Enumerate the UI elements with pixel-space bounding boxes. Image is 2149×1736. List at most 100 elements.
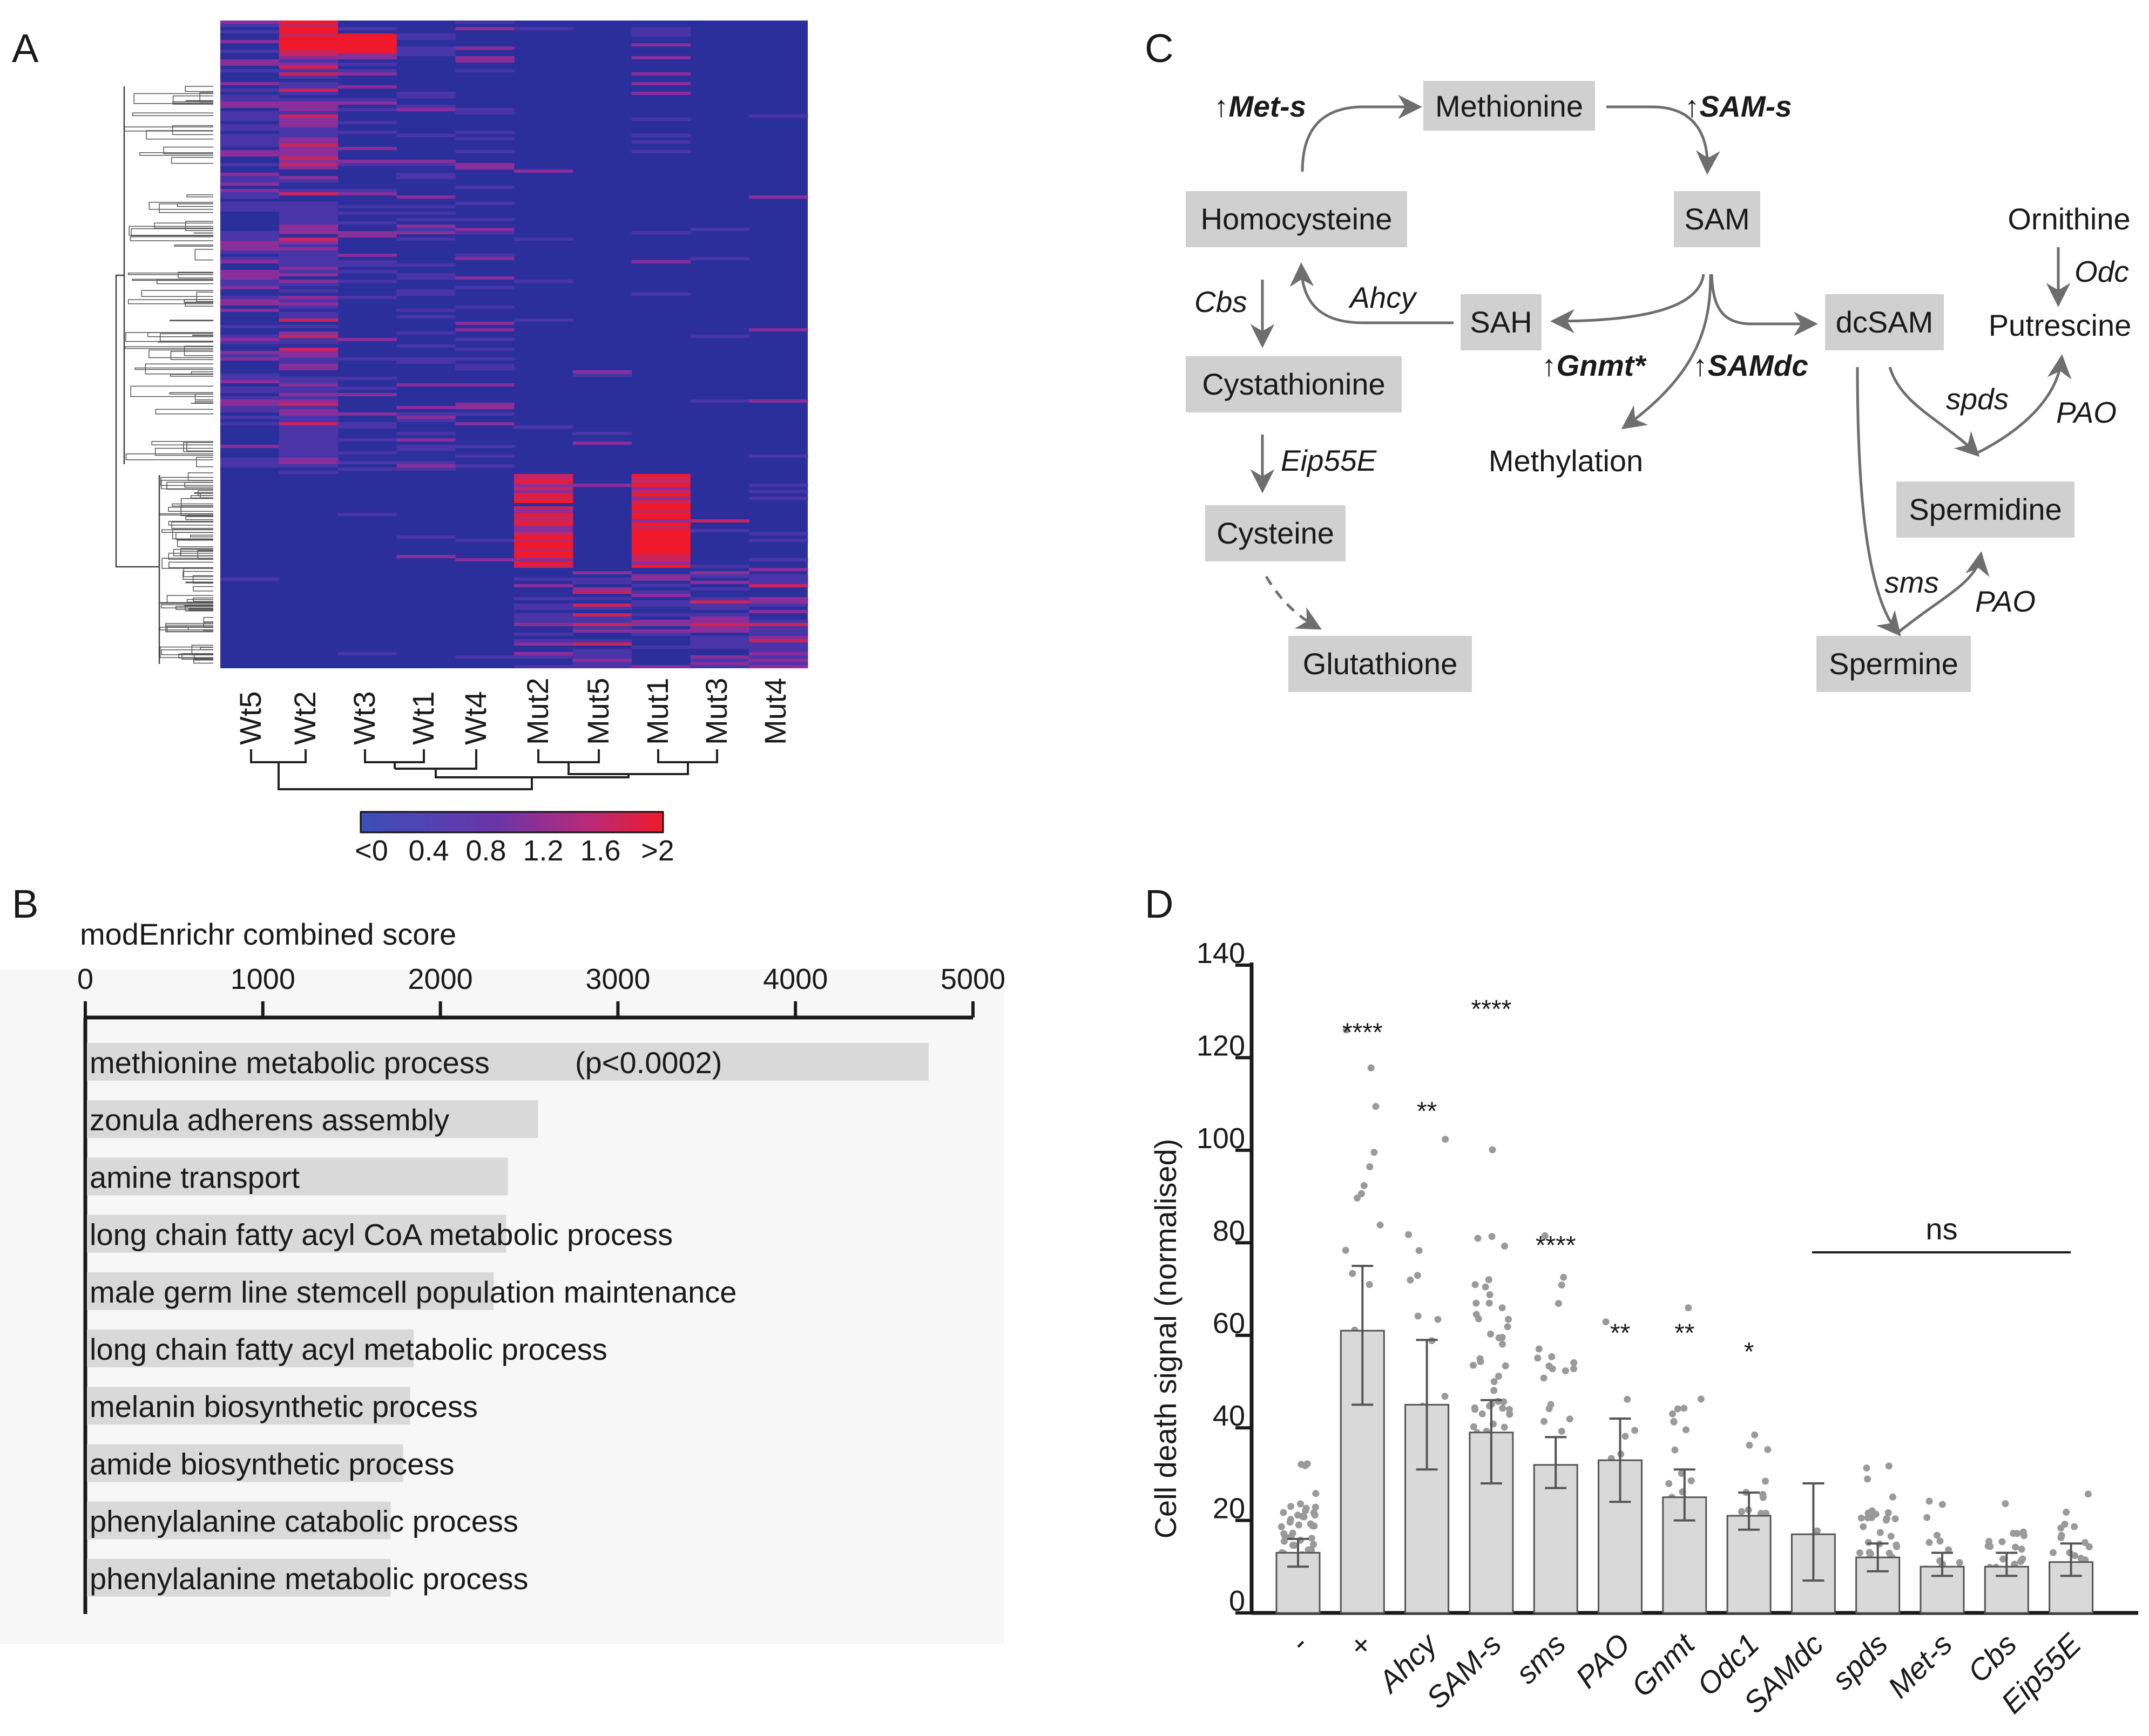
- celldeath-point: [1860, 1523, 1867, 1530]
- heatmap-cell: [631, 490, 691, 493]
- heatmap-cell: [220, 338, 280, 341]
- heatmap-cell: [572, 571, 632, 574]
- heatmap-cell: [220, 458, 280, 461]
- heatmap-cell: [514, 318, 573, 322]
- heatmap-cell: [220, 244, 280, 247]
- dendrogram-branch: [141, 290, 213, 297]
- heatmap-cell: [220, 409, 280, 412]
- heatmap-cell: [749, 455, 808, 458]
- dendrogram-branch: [132, 279, 213, 281]
- heatmap-cell: [396, 163, 456, 166]
- heatmap-cell: [572, 616, 632, 620]
- heatmap-cell: [690, 662, 749, 665]
- heatmap-cell: [749, 490, 808, 493]
- celldeath-point: [1470, 1361, 1477, 1369]
- celldeath-point: [1499, 1405, 1506, 1412]
- heatmap-cell: [631, 526, 691, 529]
- heatmap-cell: [279, 318, 339, 322]
- heatmap-cell: [455, 21, 515, 24]
- celldeath-point: [2017, 1558, 2024, 1565]
- celldeath-point: [1671, 1446, 1679, 1454]
- significance-marker: ****: [1471, 995, 1512, 1024]
- celldeath-point: [1376, 1221, 1384, 1229]
- heatmap-cell: [279, 412, 339, 416]
- dendrogram-branch: [165, 623, 213, 633]
- heatmap-cell: [455, 412, 515, 416]
- heatmap-cell: [572, 597, 632, 600]
- enrichment-bar-label: zonula adherens assembly: [90, 1103, 449, 1137]
- heatmap-cell: [631, 493, 691, 497]
- heatmap-cell: [631, 539, 691, 542]
- celldeath-errorbar: [1480, 1399, 1502, 1484]
- heatmap-cell: [279, 458, 339, 461]
- dendrogram-branch: [148, 201, 213, 210]
- celldeath-point: [1349, 1270, 1356, 1277]
- enzyme-spds: spds: [1946, 382, 2009, 416]
- heatmap-cell: [279, 403, 339, 406]
- heatmap-cell: [514, 539, 573, 542]
- heatmap-cell: [749, 584, 808, 587]
- enrichment-bar-label: long chain fatty acyl metabolic process: [90, 1332, 607, 1366]
- row-dendrogram: [115, 86, 213, 664]
- enrichment-bar: [87, 1387, 410, 1425]
- dendrogram-branch: [204, 621, 213, 623]
- heatmap-cell: [396, 344, 456, 348]
- panel-letter-d: D: [1145, 881, 1173, 926]
- heatmap-cell: [279, 306, 339, 309]
- celldeath-point: [1367, 1064, 1375, 1072]
- enrichment-tick-label: 4000: [763, 963, 828, 995]
- heatmap-cell: [337, 280, 397, 283]
- panel-letter-c: C: [1145, 26, 1173, 71]
- heatmap-cell: [690, 600, 749, 603]
- heatmap-cell: [690, 665, 749, 668]
- dendrogram-branch: [168, 506, 213, 512]
- panel-letter-a: A: [12, 26, 39, 71]
- celldeath-errorbar: [1996, 1551, 2018, 1577]
- heatmap-cell: [279, 445, 339, 448]
- heatmap-cell: [690, 529, 749, 532]
- heatmap-cell: [749, 626, 808, 629]
- dendrogram-branch: [195, 457, 213, 467]
- heatmap-cell: [279, 205, 339, 208]
- heatmap-cell: [279, 166, 339, 169]
- heatmap-cell: [220, 137, 280, 140]
- dendrogram-branch: [192, 335, 213, 336]
- heatmap-cell: [455, 111, 515, 114]
- heatmap-cell: [279, 134, 339, 137]
- heatmap-cell: [572, 639, 632, 642]
- dendrogram-branch: [170, 351, 213, 361]
- heatmap-cell: [396, 228, 456, 231]
- celldeath-point: [1310, 1509, 1317, 1516]
- heatmap-cell: [749, 568, 808, 571]
- heatmap-cell: [749, 399, 808, 403]
- heatmap-cell: [631, 545, 691, 548]
- celldeath-errorbar: [1802, 1482, 1824, 1582]
- dendrogram-branch: [161, 649, 213, 655]
- heatmap-cell: [220, 309, 280, 312]
- dendrogram-branch: [146, 130, 213, 140]
- dendrogram-branch: [186, 194, 213, 198]
- heatmap-cell: [631, 523, 691, 526]
- heatmap-cell: [220, 299, 280, 302]
- heatmap-cell: [279, 406, 339, 409]
- heatmap-cell: [455, 367, 515, 370]
- heatmap-cell: [279, 72, 339, 76]
- dendrogram-branch: [169, 320, 213, 322]
- heatmap-cell: [279, 231, 339, 234]
- celldeath-point: [1415, 1247, 1423, 1254]
- enrichment-tick-label: 0: [77, 963, 93, 995]
- celldeath-bar: [1533, 1464, 1578, 1614]
- celldeath-point: [1485, 1299, 1493, 1307]
- celldeath-point: [1506, 1410, 1513, 1418]
- heatmap-cell: [220, 276, 280, 280]
- celldeath-point: [1933, 1531, 1941, 1539]
- dendrogram-branch: [194, 401, 213, 404]
- heatmap-cell: [279, 215, 339, 218]
- heatmap-cell: [220, 21, 280, 24]
- heatmap-cell: [396, 315, 456, 318]
- heatmap-cell: [514, 477, 573, 480]
- dendrogram-branch: [165, 625, 213, 627]
- celldeath-point: [1470, 1423, 1477, 1430]
- heatmap-cell: [455, 137, 515, 140]
- heatmap-cell: [514, 493, 573, 497]
